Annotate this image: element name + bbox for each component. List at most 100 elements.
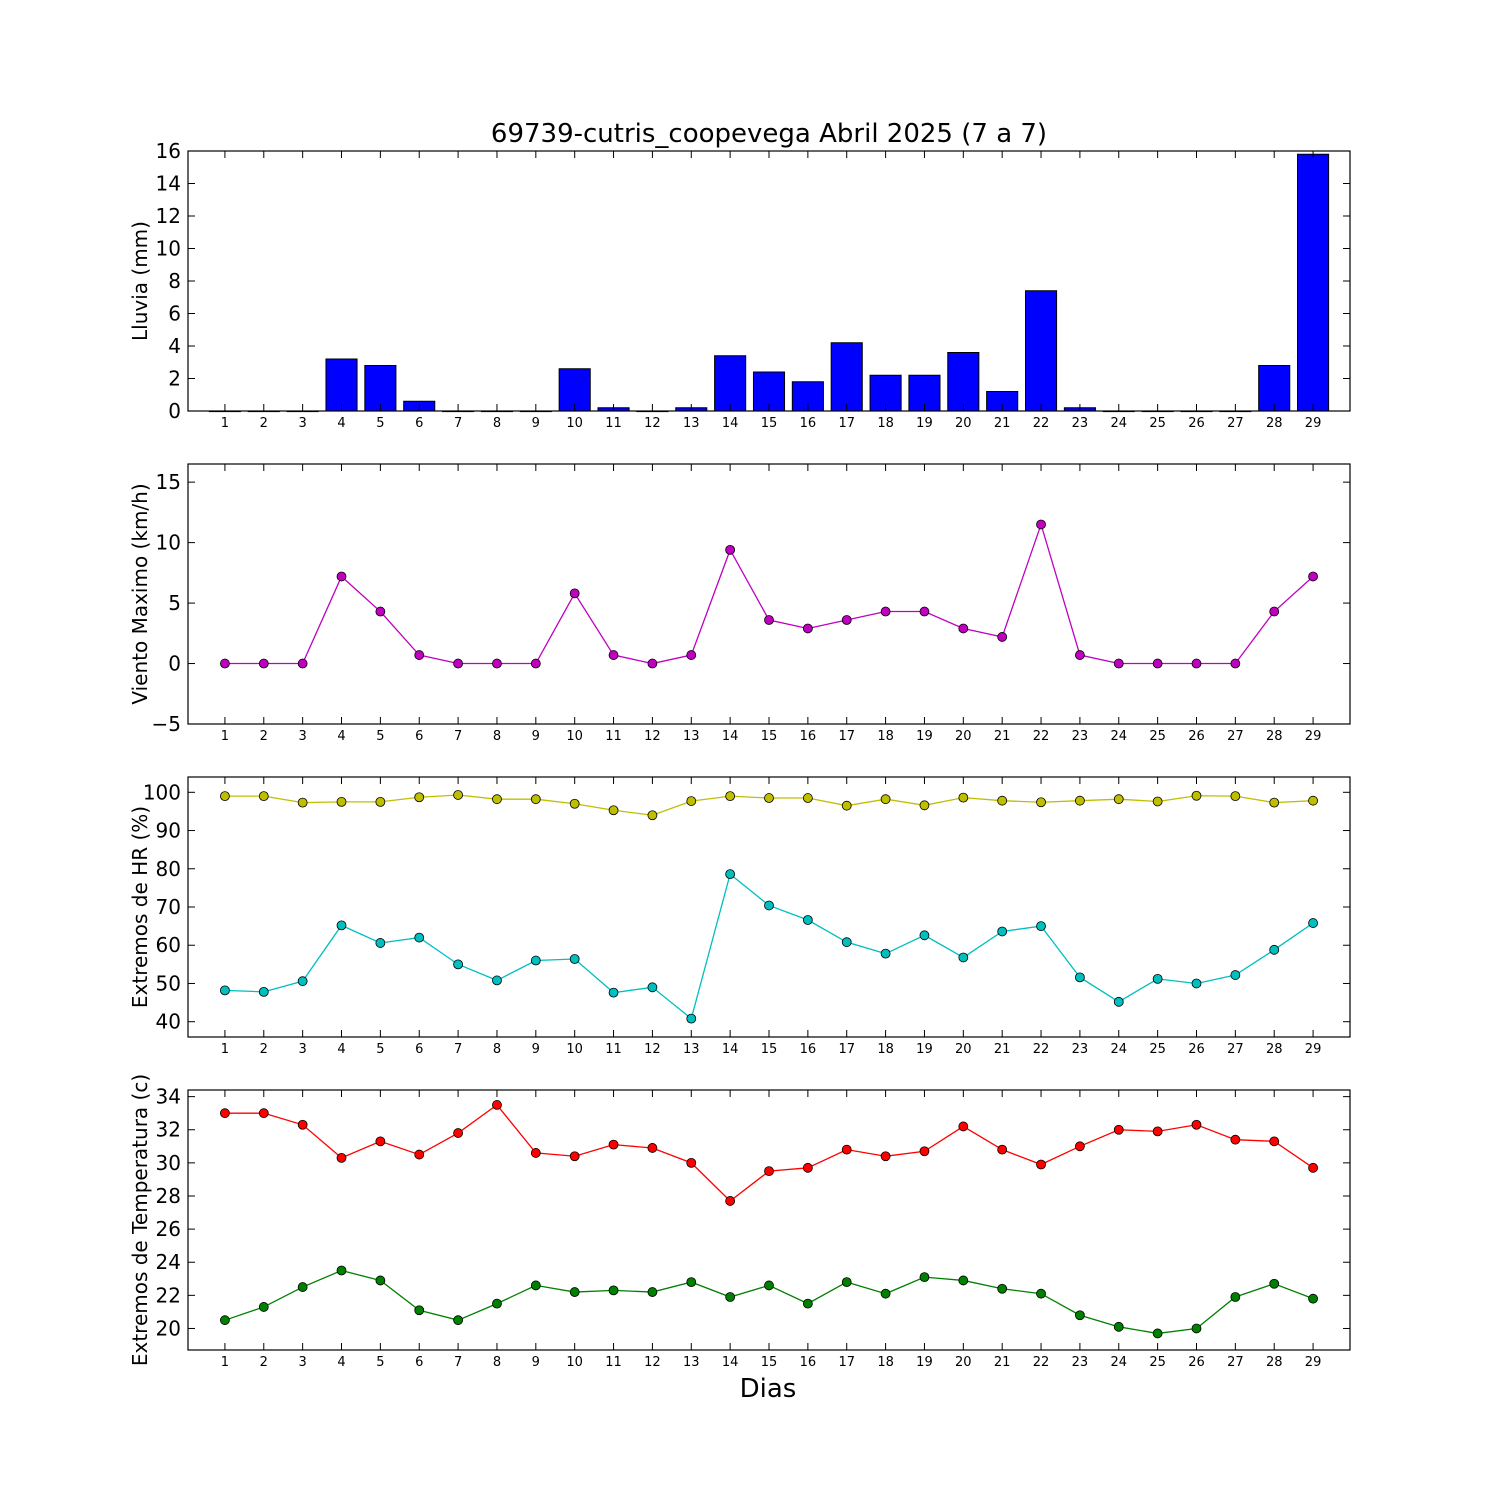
x-tick-label: 29 [1305, 1042, 1322, 1057]
data-point [1036, 921, 1046, 932]
x-tick-label: 21 [994, 729, 1011, 744]
y-tick-label: 10 [156, 237, 181, 261]
x-tick-label: 1 [221, 1355, 229, 1370]
x-tick-label: 15 [761, 729, 778, 744]
data-point [1075, 1141, 1085, 1152]
x-tick-label: 17 [838, 1355, 855, 1370]
rain-bar [325, 358, 358, 412]
x-tick-label: 29 [1305, 729, 1322, 744]
data-point [414, 932, 425, 943]
data-point [1230, 1134, 1241, 1145]
data-point [880, 1288, 891, 1299]
y-tick-label: 28 [156, 1184, 181, 1208]
data-point [1036, 1159, 1046, 1170]
rain-bar [1258, 365, 1291, 412]
data-point [492, 1298, 502, 1309]
y-tick-label: 6 [168, 302, 181, 326]
x-tick-label: 6 [415, 729, 423, 744]
data-point [686, 650, 697, 660]
data-point [336, 1152, 347, 1163]
x-tick-label: 21 [994, 1355, 1011, 1370]
y-tick-label: 0 [168, 399, 181, 423]
data-point [647, 658, 658, 669]
x-tick-label: 3 [299, 729, 307, 744]
y-axis-label: Extremos de HR (%) [128, 806, 152, 1008]
x-tick-label: 5 [376, 1042, 384, 1057]
data-point [492, 975, 502, 986]
y-tick-label: 20 [156, 1316, 181, 1340]
data-point [1308, 1162, 1318, 1173]
data-point [297, 658, 308, 669]
x-tick-label: 19 [916, 729, 933, 744]
data-point [764, 900, 774, 911]
y-tick-label: 34 [156, 1085, 181, 1109]
data-point [336, 796, 347, 807]
x-tick-label: 11 [605, 416, 622, 431]
x-tick-label: 12 [644, 416, 661, 431]
data-point [1269, 1278, 1280, 1289]
x-tick-label: 8 [493, 1042, 501, 1057]
y-tick-label: 24 [156, 1250, 181, 1274]
data-point [336, 920, 347, 931]
data-point [1230, 658, 1241, 669]
data-point [841, 800, 852, 811]
data-point [569, 1151, 580, 1162]
x-tick-label: 26 [1188, 1042, 1205, 1057]
data-point [686, 796, 697, 806]
x-tick-label: 18 [877, 729, 894, 744]
data-point [997, 632, 1008, 642]
x-tick-label: 21 [994, 416, 1011, 431]
rain-bar [714, 355, 747, 412]
data-point [375, 606, 386, 617]
x-tick-label: 27 [1227, 1355, 1244, 1370]
data-point [958, 952, 969, 963]
y-tick-label: 2 [168, 367, 181, 391]
data-point [841, 937, 852, 948]
x-tick-label: 24 [1110, 416, 1127, 431]
data-point [1269, 797, 1280, 808]
x-tick-label: 22 [1033, 416, 1050, 431]
data-point [647, 1287, 658, 1297]
data-point [647, 982, 658, 993]
x-tick-label: 9 [532, 1355, 540, 1370]
x-tick-label: 2 [260, 1355, 268, 1370]
data-point [919, 606, 930, 617]
data-point [919, 930, 930, 941]
data-point [530, 794, 541, 805]
data-point [258, 1302, 269, 1312]
data-point [258, 658, 269, 669]
x-tick-label: 16 [800, 1042, 817, 1057]
x-tick-label: 22 [1033, 1042, 1050, 1057]
y-axis-label: Viento Maximo (km/h) [128, 483, 152, 704]
x-tick-label: 25 [1149, 416, 1166, 431]
x-tick-label: 6 [415, 1355, 423, 1370]
data-point [686, 1013, 697, 1024]
x-tick-label: 27 [1227, 1042, 1244, 1057]
rain-bar [1024, 290, 1058, 412]
data-point [1113, 794, 1124, 805]
data-point [1152, 658, 1163, 669]
data-point [725, 544, 736, 555]
y-tick-label: 8 [168, 269, 181, 293]
data-point [414, 1305, 425, 1316]
data-point [1036, 519, 1046, 530]
data-point [802, 915, 813, 925]
data-point [297, 1119, 308, 1130]
data-point [1191, 978, 1202, 989]
y-tick-label: 90 [156, 819, 181, 843]
x-tick-label: 6 [415, 416, 423, 431]
data-point [608, 1285, 619, 1296]
x-tick-label: 2 [260, 1042, 268, 1057]
x-tick-label: 9 [532, 729, 540, 744]
x-tick-label: 4 [337, 1042, 345, 1057]
data-point [1075, 795, 1085, 806]
data-point [997, 926, 1008, 937]
data-point [1113, 1124, 1124, 1135]
x-tick-label: 15 [761, 416, 778, 431]
data-point [453, 658, 463, 669]
data-point [1113, 1321, 1124, 1332]
data-point [802, 1298, 813, 1309]
data-point [1075, 1310, 1085, 1321]
